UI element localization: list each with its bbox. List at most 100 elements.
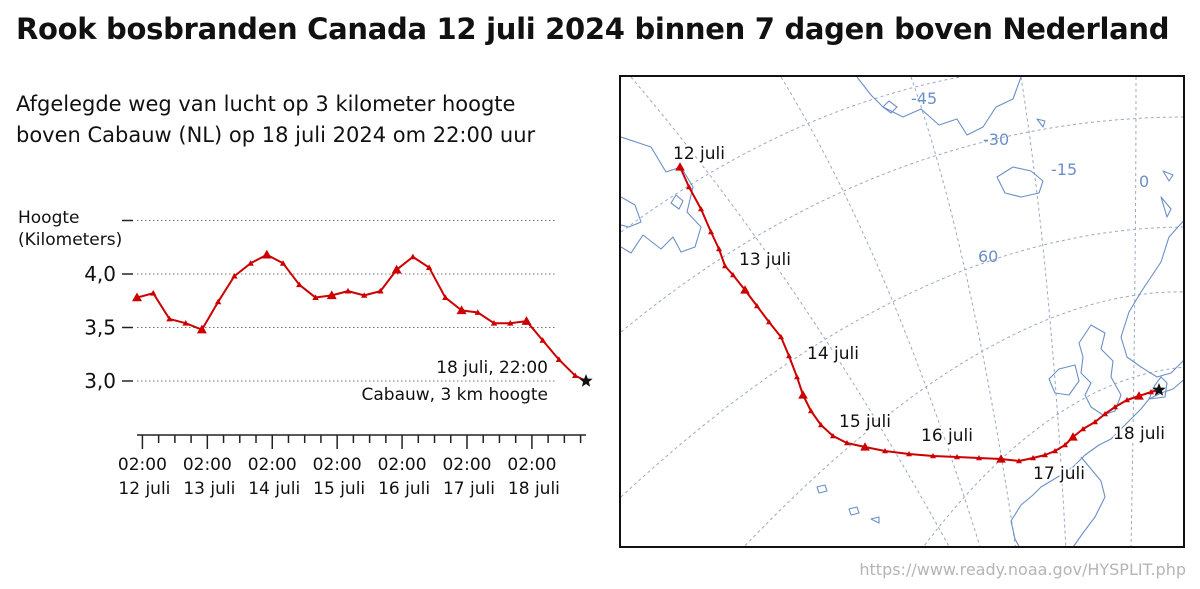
trajectory-point: [1124, 397, 1130, 403]
x-tick-time: 02:00: [248, 455, 297, 475]
trajectory-point: [906, 451, 912, 457]
trajectory-point: [1042, 452, 1048, 458]
data-point: [391, 264, 402, 274]
graticule-line: [1020, 77, 1067, 546]
trajectory-point: [1092, 419, 1098, 425]
coastline: [848, 506, 860, 516]
trajectory-point: [1016, 458, 1022, 464]
graticule-line: [744, 291, 1183, 546]
data-point: [132, 292, 142, 302]
coastline: [1148, 376, 1168, 400]
map-graticule: [621, 77, 1183, 546]
altitude-series: [132, 249, 593, 387]
trajectory-point: [698, 206, 704, 212]
data-point: [539, 337, 546, 343]
day-label-halo: 12 juli: [673, 144, 725, 164]
day-label: 17 juli: [1033, 464, 1085, 484]
x-tick-time: 02:00: [507, 455, 556, 475]
x-tick-time: 02:00: [378, 455, 427, 475]
coastline: [670, 194, 684, 210]
graticule-label: -15: [1051, 160, 1077, 179]
chart-title: Rook bosbranden Canada 12 juli 2024 binn…: [16, 12, 1170, 46]
data-point: [196, 324, 207, 334]
trajectory-point: [996, 454, 1006, 463]
graticule-line: [621, 77, 963, 233]
data-point: [261, 249, 272, 259]
trajectory-point: [1102, 411, 1108, 417]
trajectory-point: [1134, 391, 1144, 400]
x-tick-date: 14 juli: [248, 479, 300, 499]
chart-x-axis: [137, 434, 586, 449]
trajectory-point: [844, 440, 850, 446]
graticule-label: -30: [983, 130, 1009, 149]
trajectory-point: [722, 263, 728, 269]
graticule-line: [630, 77, 950, 546]
day-label: 15 juli: [839, 412, 891, 432]
y-axis-label: Hoogte: [18, 208, 80, 228]
graticule-label: 60: [978, 247, 998, 266]
trajectory-point: [1052, 448, 1058, 454]
y-axis-label-unit: (Kilometers): [18, 230, 122, 250]
day-label: 12 juli: [673, 144, 725, 164]
data-point: [312, 294, 319, 300]
trajectory-point: [818, 422, 824, 428]
source-link[interactable]: https://www.ready.noaa.gov/HYSPLIT.php: [859, 560, 1186, 579]
trajectory-path: [679, 166, 1160, 462]
y-tick-label: 4,0: [84, 262, 116, 286]
x-tick-date: 12 juli: [118, 479, 170, 499]
trajectory-point: [786, 353, 792, 359]
data-point: [326, 290, 337, 300]
data-point: [344, 287, 352, 294]
coastline: [1120, 220, 1183, 378]
trajectory-point: [740, 285, 750, 294]
data-point: [150, 290, 157, 296]
trajectory-point: [686, 184, 692, 190]
day-label-halo: 14 juli: [807, 344, 859, 364]
coastline: [621, 196, 642, 228]
subtitle-line-1: Afgelegde weg van lucht op 3 kilometer h…: [16, 92, 516, 116]
x-tick-date: 15 juli: [313, 479, 365, 499]
trajectory-point: [1062, 442, 1068, 448]
trajectory-point: [754, 303, 760, 309]
trajectory-point: [976, 455, 982, 461]
graticule-line: [621, 226, 1183, 498]
trajectory-point: [798, 390, 808, 399]
coastline: [870, 516, 880, 524]
data-point: [507, 320, 514, 326]
trajectory-point: [930, 453, 936, 459]
trajectory-point: [830, 433, 836, 439]
data-point: [166, 315, 173, 322]
day-label: 16 juli: [921, 426, 973, 446]
data-point: [247, 260, 254, 266]
data-point: [409, 253, 417, 260]
end-point-star: [579, 374, 593, 387]
annotation-time: 18 juli, 22:00: [436, 358, 548, 378]
x-tick-date: 18 juli: [508, 479, 560, 499]
data-point: [571, 372, 579, 379]
trajectory-point: [675, 162, 685, 171]
data-point: [182, 320, 189, 326]
graticule-line: [923, 366, 1183, 546]
trajectory-point: [1080, 426, 1086, 432]
trajectory-point: [716, 246, 722, 252]
trajectory-point: [708, 229, 714, 235]
trajectory-point: [1068, 432, 1078, 441]
trajectory-point: [882, 448, 888, 454]
trajectory-point: [1148, 389, 1154, 395]
annotation-location: Cabauw, 3 km hoogte: [361, 385, 548, 405]
data-point: [214, 298, 222, 305]
cabauw-star: [1152, 383, 1166, 396]
trajectory-point: [954, 454, 960, 460]
trajectory-point: [766, 319, 772, 325]
coastline: [816, 484, 828, 494]
subtitle-line-2: boven Cabauw (NL) op 18 juli 2024 om 22:…: [16, 123, 536, 147]
data-point: [377, 287, 384, 294]
trajectory-map: -45 -30 -15 0 60 12 juli 12 juli 13 juli 13 juli…: [619, 75, 1185, 548]
data-point: [296, 281, 303, 288]
data-point: [490, 320, 498, 326]
coastline: [1010, 379, 1183, 546]
x-tick-time: 02:00: [183, 455, 232, 475]
day-label-halo: 17 juli: [1033, 464, 1085, 484]
graticule-line: [910, 77, 1016, 546]
